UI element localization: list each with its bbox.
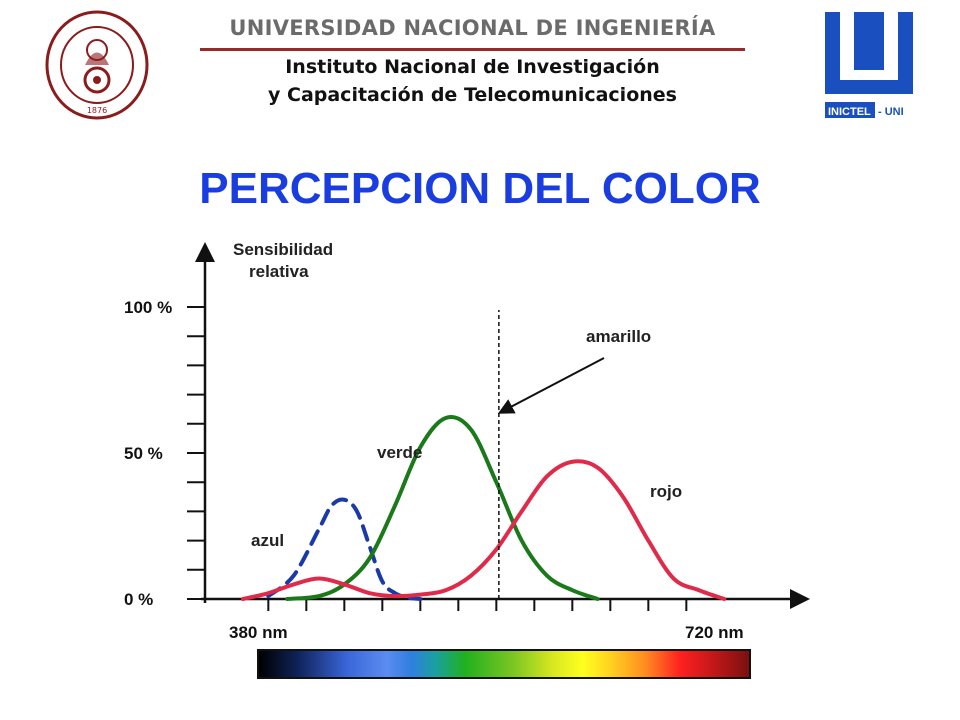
institute-name-line1: Instituto Nacional de Investigación (285, 56, 660, 78)
series-verde-line (285, 415, 600, 601)
svg-text:INICTEL: INICTEL (828, 106, 871, 118)
university-seal-logo: 1876 (45, 10, 150, 120)
university-name: UNIVERSIDAD NACIONAL DE INGENIERÍA (229, 16, 716, 40)
y-tick-label: 50 % (124, 444, 163, 463)
annotation-amarillo: amarillo (586, 327, 651, 346)
svg-text:- UNI: - UNI (878, 106, 904, 118)
x-tick-label: 720 nm (685, 623, 744, 642)
visible-spectrum-bar (257, 649, 751, 679)
annotation-azul: azul (251, 531, 284, 550)
y-axis-title-line2: relativa (249, 262, 309, 281)
institute-name-line2: y Capacitación de Telecomunicaciones (268, 84, 677, 106)
inictel-logo: INICTEL - UNI (820, 10, 920, 125)
page-title: PERCEPCION DEL COLOR (199, 164, 761, 213)
x-tick-label: 380 nm (229, 623, 288, 642)
amarillo-arrow (497, 357, 605, 414)
y-tick-label: 100 % (124, 298, 172, 317)
annotation-verde: verde (377, 443, 422, 462)
header-divider (200, 48, 745, 51)
series-rojo-line (241, 459, 727, 601)
annotation-rojo: rojo (650, 482, 682, 501)
svg-text:1876: 1876 (87, 106, 107, 115)
y-tick-label: 0 % (124, 590, 153, 609)
y-axis-title-line1: Sensibilidad (233, 240, 333, 259)
